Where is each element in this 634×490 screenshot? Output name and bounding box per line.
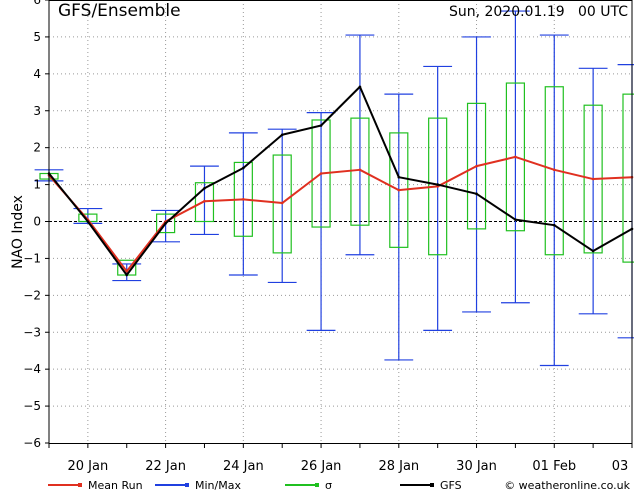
minmax-bar: [539, 34, 569, 367]
y-tick-label: −2: [23, 288, 41, 302]
legend-item: Min/Max: [155, 479, 241, 490]
gfs-line-point: [552, 223, 556, 227]
mean-run-line-point: [242, 198, 245, 201]
sigma-box: [272, 154, 292, 254]
x-tick-label: 24 Jan: [223, 459, 264, 474]
mean-run-line-point: [436, 185, 439, 188]
y-tick-label: 1: [33, 178, 41, 192]
minmax-bar: [228, 132, 258, 276]
legend: Mean Run Min/Max σ GFS © weatheronline.co.uk: [48, 479, 631, 490]
gfs-line-point: [397, 175, 401, 179]
gfs-line-point: [319, 124, 323, 127]
x-tick-label: 03: [612, 459, 629, 474]
gfs-line-point: [475, 192, 478, 196]
y-tick-label: −3: [23, 325, 41, 339]
legend-label: Min/Max: [195, 479, 241, 490]
sigma-box: [544, 86, 564, 256]
legend-item: GFS: [400, 479, 462, 490]
gfs-line-point: [125, 273, 129, 277]
mean-run-line-point: [475, 164, 478, 168]
gfs-line-point: [591, 249, 595, 253]
mean-run-line-point: [552, 168, 556, 172]
y-tick-label: 4: [33, 67, 41, 81]
mean-run-line: [48, 155, 633, 273]
x-tick-label: 26 Jan: [301, 459, 342, 474]
sigma-series: [39, 82, 634, 276]
x-tick-label: 01 Feb: [532, 459, 576, 474]
minmax-bar: [384, 93, 414, 361]
mean-run-line-point: [358, 168, 362, 172]
mean-run-line-point: [591, 177, 595, 181]
sigma-box: [466, 102, 487, 230]
gfs-line-point: [203, 186, 206, 190]
chart-title: GFS/Ensemble: [58, 1, 181, 21]
y-tick-label: −6: [23, 436, 41, 450]
y-tick-label: −5: [23, 399, 41, 413]
y-axis: −6 −5 −4 −3 −2 −1 0 1 2 3 4 5 6: [23, 0, 49, 450]
gfs-line-point: [86, 220, 90, 223]
gfs-line-point: [280, 133, 284, 137]
y-tick-label: −4: [23, 362, 41, 376]
chart-subtitle: Sun, 2020.01.19 00 UTC: [449, 4, 628, 20]
y-tick-label: 3: [33, 104, 41, 118]
gfs-line-point: [164, 222, 167, 225]
minmax-bar: [306, 111, 336, 332]
y-tick-label: 5: [33, 30, 41, 44]
line-series: [47, 85, 634, 277]
y-tick-label: 0: [33, 215, 41, 229]
gfs-line: [48, 85, 633, 277]
legend-label: σ: [325, 479, 332, 490]
y-tick-label: −1: [23, 251, 41, 265]
sigma-box: [505, 82, 525, 232]
legend-item: Mean Run: [48, 479, 143, 490]
y-axis-label: NAO Index: [10, 195, 26, 269]
legend-label: Mean Run: [88, 479, 143, 490]
mean-run-line-point: [203, 199, 206, 203]
sigma-box: [156, 213, 176, 234]
y-tick-label: 6: [33, 0, 41, 7]
minmax-bar: [423, 65, 453, 332]
legend-label: GFS: [440, 479, 462, 490]
minmax-bar: [462, 36, 491, 313]
x-tick-label: 28 Jan: [378, 459, 419, 474]
minmax-bar: [578, 67, 608, 315]
minmax-bar: [151, 209, 180, 243]
y-tick-label: 2: [33, 141, 41, 155]
legend-item: σ: [285, 479, 332, 490]
mean-run-line-point: [397, 188, 401, 192]
mean-run-line-point: [280, 201, 284, 205]
x-tick-label: 20 Jan: [68, 459, 109, 474]
mean-run-line-point: [514, 155, 517, 159]
gfs-line-point: [436, 183, 439, 186]
mean-run-line-point: [319, 172, 323, 175]
x-tick-label: 22 Jan: [145, 459, 186, 474]
gfs-line-point: [242, 166, 245, 170]
sigma-box: [350, 117, 370, 226]
mean-run-line-point: [125, 270, 129, 273]
x-tick-label: 30 Jan: [456, 459, 497, 474]
credit-text: © weatheronline.co.uk: [504, 479, 630, 490]
minmax-series: [34, 10, 634, 367]
gfs-line-point: [358, 85, 362, 89]
x-axis: 20 Jan 22 Jan 24 Jan 26 Jan 28 Jan 30 Jan 01 F…: [48, 443, 633, 474]
minmax-bar: [345, 34, 375, 256]
sigma-box: [194, 182, 215, 223]
gfs-line-point: [514, 218, 517, 221]
